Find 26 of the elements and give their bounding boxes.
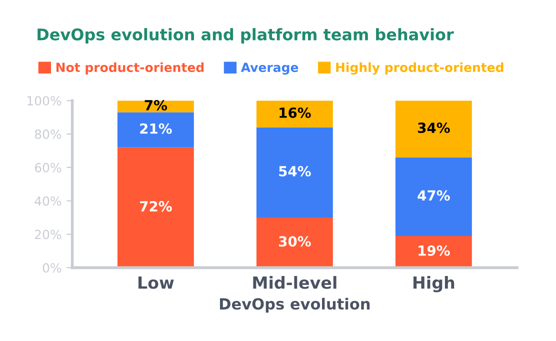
legend-label: Not product-oriented: [56, 62, 204, 74]
bar: [395, 236, 472, 268]
x-tick-label: Mid-level: [253, 276, 336, 289]
bar: [395, 100, 472, 158]
bar: [256, 218, 333, 268]
bar: [256, 100, 333, 128]
x-tick-label: Low: [138, 276, 174, 289]
x-tick-label: High: [413, 276, 454, 292]
bar: [117, 147, 194, 268]
data-label: 54%: [279, 166, 311, 176]
x-axis-title: DevOps evolution: [220, 298, 370, 313]
chart-title: DevOps evolution and platform team behavior: [38, 28, 454, 44]
data-label: 21%: [140, 123, 172, 134]
bar: [256, 127, 333, 218]
data-label: 30%: [278, 236, 311, 247]
data-label: 19%: [418, 245, 450, 256]
data-label: 47%: [418, 190, 450, 201]
bar: [117, 100, 194, 112]
bar: [117, 112, 194, 148]
legend-label: Highly product-oriented: [336, 62, 504, 75]
data-label: 16%: [280, 107, 311, 118]
data-label: 34%: [418, 122, 450, 134]
data-label: 72%: [140, 201, 172, 212]
data-label: 7%: [144, 100, 168, 110]
bar: [395, 157, 472, 236]
legend-label: Average: [240, 62, 298, 75]
